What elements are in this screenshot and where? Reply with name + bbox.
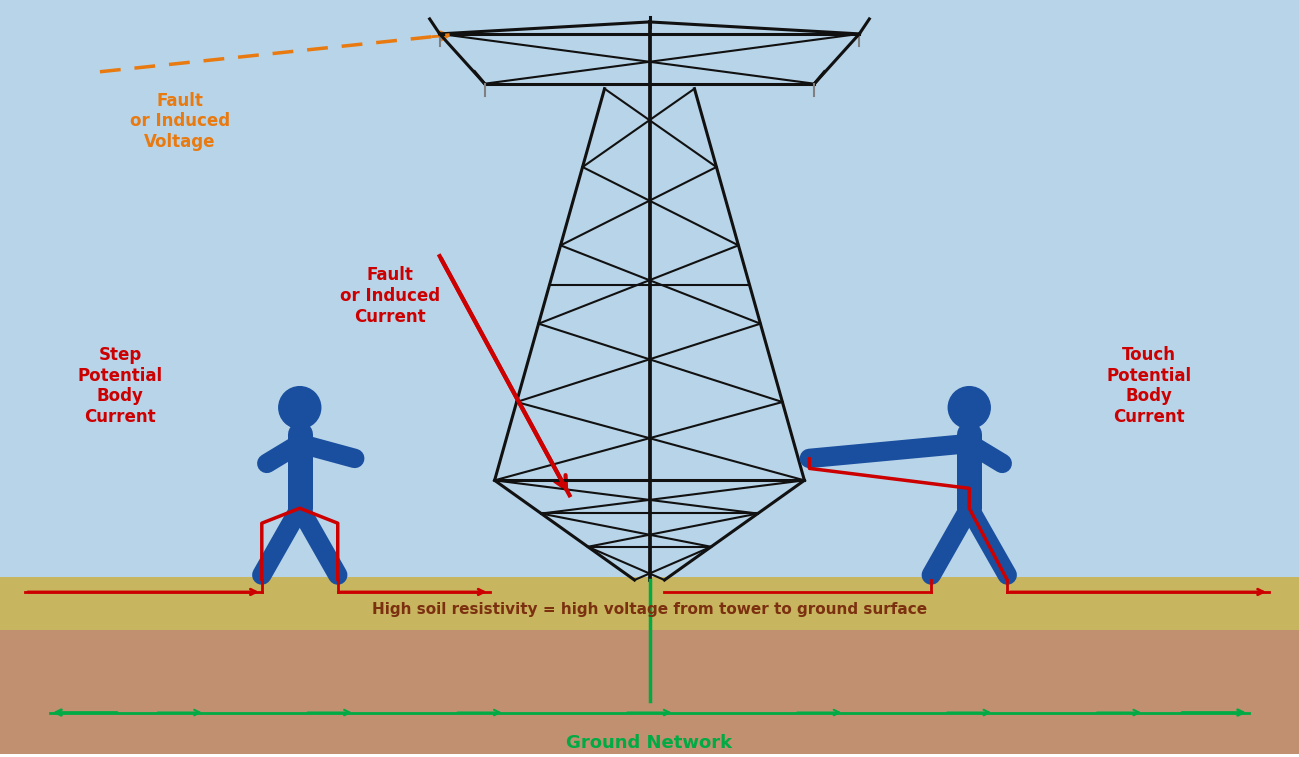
Text: Step
Potential
Body
Current: Step Potential Body Current (78, 346, 162, 426)
Text: Fault
or Induced
Voltage: Fault or Induced Voltage (130, 92, 230, 151)
Bar (0, 0, 1299, 585)
Circle shape (279, 387, 321, 428)
Text: Touch
Potential
Body
Current: Touch Potential Body Current (1107, 346, 1191, 426)
Circle shape (948, 387, 990, 428)
Bar (0, 630, 1299, 755)
Bar (0, 577, 1299, 635)
Text: High soil resistivity = high voltage from tower to ground surface: High soil resistivity = high voltage fro… (372, 603, 927, 618)
Text: Fault
or Induced
Current: Fault or Induced Current (339, 266, 440, 326)
Text: Ground Network: Ground Network (566, 734, 733, 752)
